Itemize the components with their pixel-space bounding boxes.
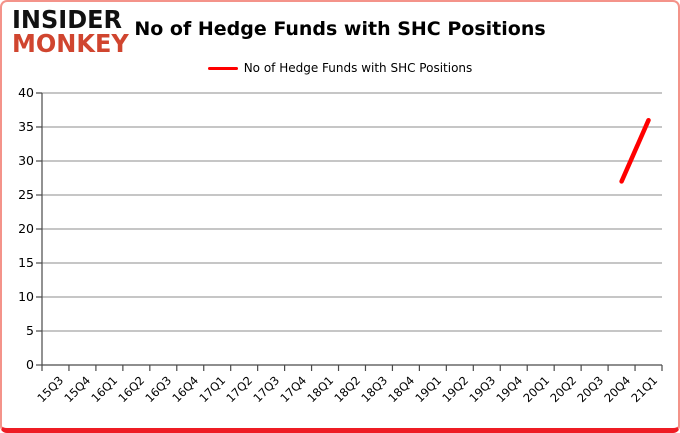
y-axis-label: 0 bbox=[26, 357, 34, 372]
legend-label: No of Hedge Funds with SHC Positions bbox=[243, 61, 473, 75]
y-axis-label: 25 bbox=[18, 187, 34, 202]
logo-monkey-text: MONKEY bbox=[12, 29, 129, 58]
y-axis-label: 35 bbox=[18, 119, 34, 134]
legend-line-swatch bbox=[207, 66, 238, 70]
logo-insider-text: INSIDER bbox=[12, 5, 123, 35]
y-axis-label: 10 bbox=[18, 289, 34, 304]
y-axis-label: 15 bbox=[18, 255, 34, 270]
legend: No of Hedge Funds with SHC Positions bbox=[2, 61, 678, 75]
y-axis-label: 30 bbox=[18, 153, 34, 168]
insider-monkey-logo: INSIDER MONKEY bbox=[12, 5, 129, 58]
y-axis-label: 20 bbox=[18, 221, 34, 236]
series-line bbox=[619, 117, 651, 184]
chart-title: No of Hedge Funds with SHC Positions bbox=[134, 18, 546, 40]
y-axis-label: 5 bbox=[26, 323, 34, 338]
y-axis-label: 40 bbox=[18, 85, 34, 100]
